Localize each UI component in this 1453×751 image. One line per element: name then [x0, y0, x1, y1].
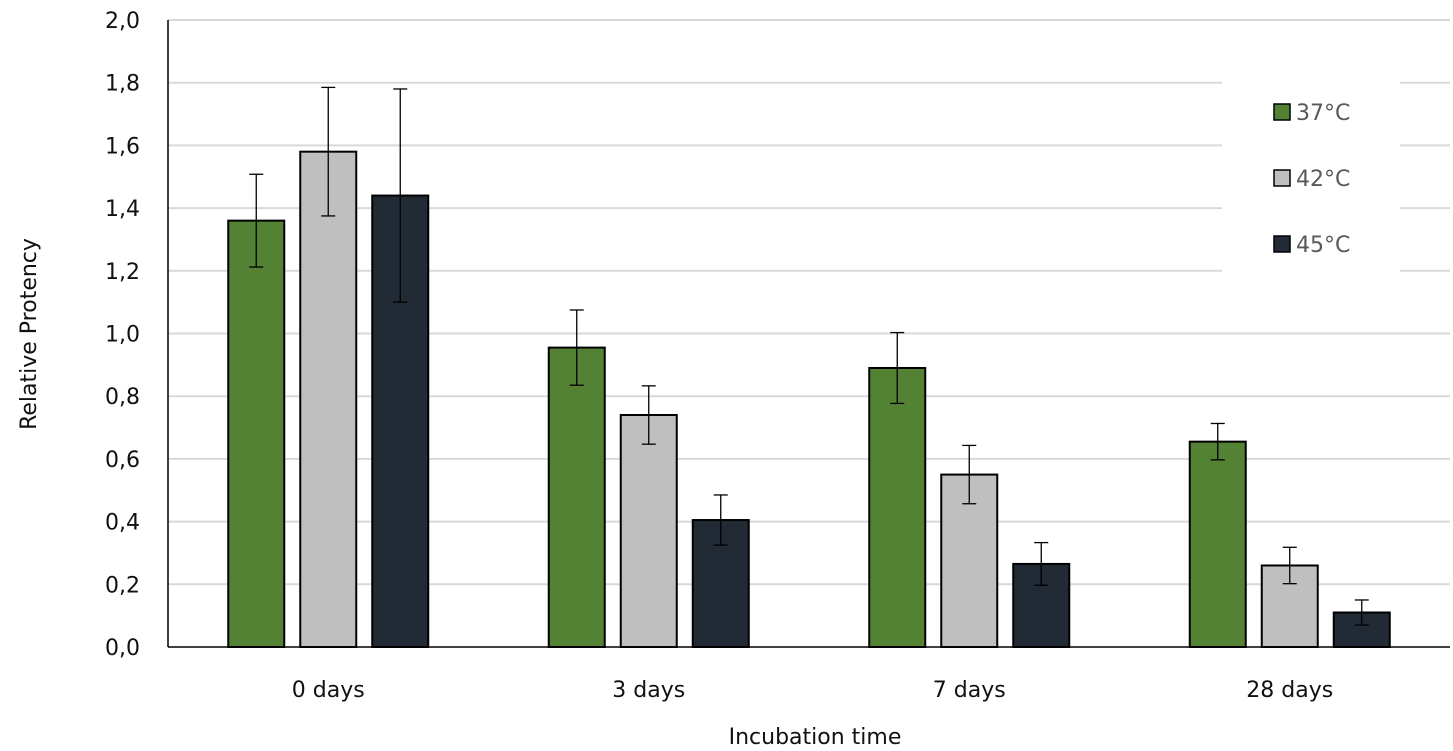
y-axis-title: Relative Protency [17, 238, 42, 430]
legend-label: 45°C [1296, 233, 1350, 258]
x-tick-label: 7 days [933, 678, 1006, 703]
y-tick-label: 1,2 [105, 260, 140, 285]
x-tick-label: 28 days [1246, 678, 1333, 703]
y-tick-label: 1,4 [105, 197, 140, 222]
y-tick-label: 0,8 [105, 385, 140, 410]
legend-swatch [1273, 169, 1291, 187]
bar [227, 219, 286, 648]
bar [619, 414, 678, 649]
x-tick-label: 0 days [292, 678, 365, 703]
y-tick-label: 0,0 [105, 636, 140, 661]
bar [868, 366, 927, 648]
y-axis-ticks: 0,0 0,2 0,4 0,6 0,8 1,0 1,2 1,4 1,6 1,8 2,0 [105, 9, 140, 661]
x-tick-label: 3 days [612, 678, 685, 703]
y-tick-label: 1,8 [105, 72, 140, 97]
bar [547, 346, 606, 648]
y-tick-label: 0,4 [105, 511, 140, 536]
gridlines [168, 19, 1450, 586]
bars [227, 86, 1391, 649]
legend-swatch [1273, 235, 1291, 253]
y-tick-label: 2,0 [105, 9, 140, 34]
legend-label: 37°C [1296, 101, 1350, 126]
legend: 37°C 42°C 45°C [1273, 101, 1350, 258]
legend-swatch [1273, 103, 1291, 121]
y-tick-label: 0,6 [105, 448, 140, 473]
legend-label: 42°C [1296, 167, 1350, 192]
bar [299, 150, 358, 648]
x-axis-ticks: 0 days 3 days 7 days 28 days [292, 678, 1333, 703]
bar [1188, 440, 1247, 648]
y-tick-label: 0,2 [105, 573, 140, 598]
axes [167, 20, 1450, 648]
y-tick-label: 1,0 [105, 323, 140, 348]
x-axis-title: Incubation time [729, 725, 902, 750]
y-tick-label: 1,6 [105, 134, 140, 159]
